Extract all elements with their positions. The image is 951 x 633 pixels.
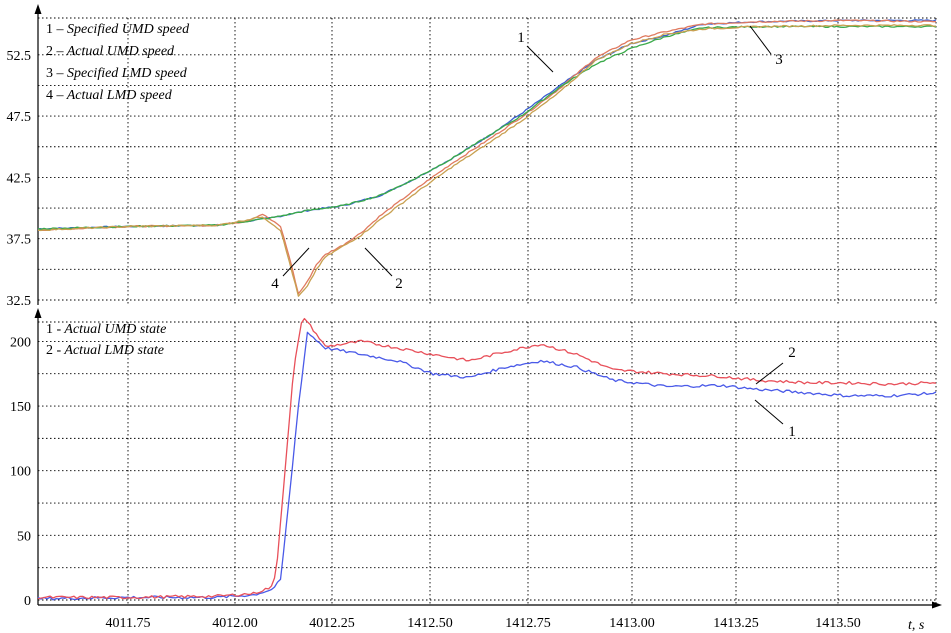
legend-number: 4 – (46, 88, 65, 103)
callout-label-1: 1 (788, 424, 796, 440)
legend-entry-1: 1 – Specified UMD speed (46, 22, 190, 37)
y-tick-label: 200 (10, 335, 31, 350)
top-y-axis-arrow (34, 4, 42, 14)
legend-text: Actual UMD state (61, 322, 166, 337)
x-tick-label: 1413.00 (609, 616, 655, 631)
legend-entry-4: 4 – Actual LMD speed (46, 88, 173, 103)
legend-number: 2 - (46, 343, 62, 358)
top-y-tick-labels: 52.5 47.5 42.5 37.5 32.5 (7, 49, 32, 309)
y-tick-label: 100 (10, 465, 31, 480)
legend-entry-3: 3 – Specified LMD speed (46, 66, 188, 81)
callout-leader (282, 247, 310, 277)
bottom-legend: 1 - Actual UMD state 2 - Actual LMD state (46, 322, 166, 358)
top-series-lines (37, 19, 937, 297)
x-tick-label: 1413.50 (815, 616, 861, 631)
legend-number: 3 – (46, 66, 65, 81)
x-tick-label: 1413.25 (713, 616, 759, 631)
y-tick-label: 47.5 (7, 110, 32, 125)
y-tick-label: 52.5 (7, 49, 32, 64)
callout-label-2: 2 (395, 276, 403, 292)
x-tick-label: 1412.50 (407, 616, 453, 631)
callout-leader (755, 362, 784, 385)
callout-label-1: 1 (517, 30, 525, 46)
y-tick-label: 50 (17, 529, 31, 544)
y-tick-label: 42.5 (7, 171, 32, 186)
x-tick-label: 1412.75 (505, 616, 551, 631)
x-tick-label: 4012.25 (309, 616, 355, 631)
bottom-series-lines (37, 317, 937, 601)
bottom-y-axis-arrow (34, 308, 42, 318)
series-line-2 (37, 19, 937, 295)
callout-leader (526, 45, 554, 73)
x-tick-labels: 4011.75 4012.00 4012.25 1412.50 1412.75 1413.… (106, 616, 861, 631)
callout-label-3: 3 (775, 52, 783, 68)
y-tick-label: 37.5 (7, 233, 32, 248)
callout-leader (749, 25, 772, 55)
legend-text: Specified LMD speed (64, 66, 188, 81)
series-line-4 (37, 24, 937, 297)
legend-text: Actual LMD state (61, 343, 164, 358)
legend-entry-2: 2 - Actual LMD state (46, 343, 164, 358)
legend-text: Actual LMD speed (64, 88, 173, 103)
y-tick-label: 150 (10, 400, 31, 415)
x-axis-arrow (932, 601, 942, 609)
x-axis-label: t, s (908, 618, 925, 633)
bottom-grid (38, 321, 937, 605)
callout-label-4: 4 (271, 276, 279, 292)
top-callouts: 1 2 3 4 (271, 25, 783, 292)
y-tick-label: 32.5 (7, 294, 32, 309)
legend-text: Actual UMD speed (64, 44, 176, 59)
series-line-2 (37, 317, 937, 600)
top-grid (38, 17, 937, 305)
legend-number: 1 – (46, 22, 65, 37)
top-chart: 52.5 47.5 42.5 37.5 32.5 1 – Specified UMD s… (7, 4, 937, 309)
legend-entry-1: 1 - Actual UMD state (46, 322, 166, 337)
callout-leader (364, 247, 393, 277)
legend-text: Specified UMD speed (64, 22, 191, 37)
y-tick-label: 0 (24, 594, 31, 609)
legend-number: 2 – (46, 44, 65, 59)
legend-entry-2: 2 – Actual UMD speed (46, 44, 175, 59)
x-tick-label: 4011.75 (106, 616, 151, 631)
bottom-chart: 200 150 100 50 0 1 - Actual UMD state 2 - Act… (10, 308, 942, 633)
bottom-y-tick-labels: 200 150 100 50 0 (10, 335, 31, 609)
bottom-callouts: 12 (754, 345, 796, 440)
callout-leader (754, 399, 784, 425)
series-line-1 (37, 331, 937, 601)
legend-number: 1 - (46, 322, 62, 337)
x-tick-label: 4012.00 (212, 616, 258, 631)
callout-label-2: 2 (788, 345, 796, 361)
top-legend: 1 – Specified UMD speed 2 – Actual UMD sp… (46, 22, 190, 103)
